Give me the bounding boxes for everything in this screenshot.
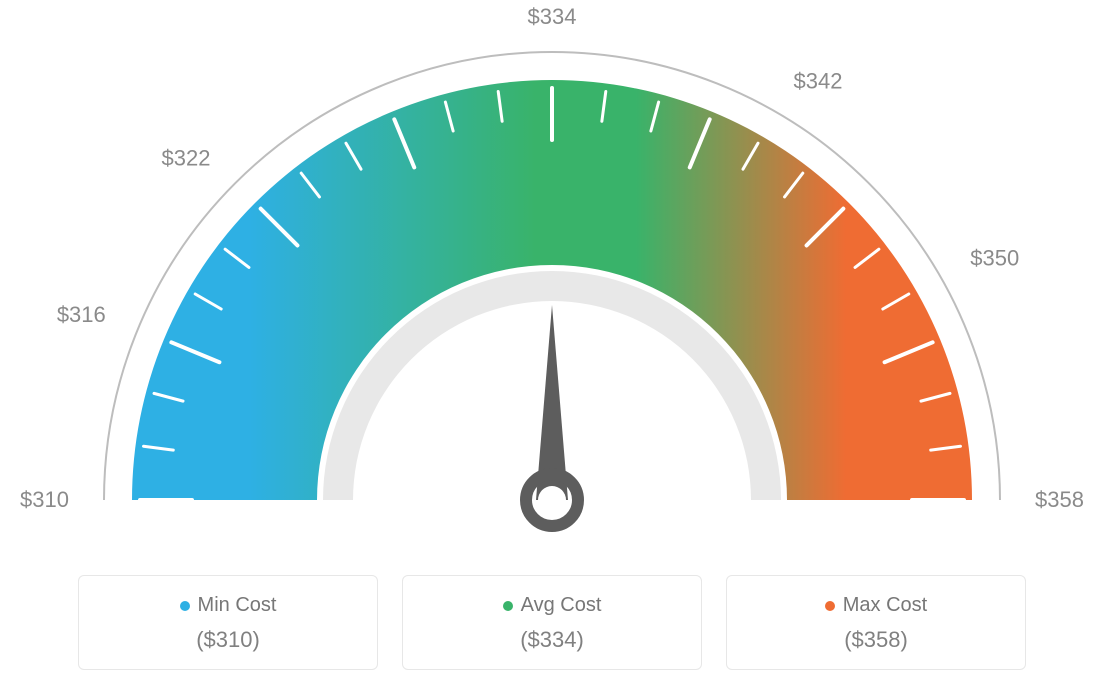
svg-text:$316: $316 bbox=[57, 302, 106, 327]
legend-card-max: Max Cost ($358) bbox=[726, 575, 1026, 670]
legend-value-max: ($358) bbox=[737, 627, 1015, 653]
svg-text:$310: $310 bbox=[20, 487, 69, 512]
dot-icon bbox=[503, 601, 513, 611]
legend-label-min: Min Cost bbox=[180, 594, 277, 617]
legend-label-avg: Avg Cost bbox=[503, 594, 602, 617]
legend-value-min: ($310) bbox=[89, 627, 367, 653]
legend-label-max: Max Cost bbox=[825, 594, 927, 617]
legend-row: Min Cost ($310) Avg Cost ($334) Max Cost… bbox=[0, 575, 1104, 670]
svg-text:$350: $350 bbox=[970, 246, 1019, 271]
svg-text:$334: $334 bbox=[528, 4, 577, 29]
svg-text:$358: $358 bbox=[1035, 487, 1084, 512]
legend-value-avg: ($334) bbox=[413, 627, 691, 653]
dot-icon bbox=[825, 601, 835, 611]
legend-label-text: Avg Cost bbox=[521, 594, 602, 617]
svg-text:$342: $342 bbox=[794, 69, 843, 94]
svg-text:$322: $322 bbox=[162, 145, 211, 170]
legend-card-min: Min Cost ($310) bbox=[78, 575, 378, 670]
legend-label-text: Min Cost bbox=[198, 594, 277, 617]
dot-icon bbox=[180, 601, 190, 611]
cost-gauge: $310 $316 $322 $334 $342 $350 $358 bbox=[0, 0, 1104, 560]
gauge-svg: $310 $316 $322 $334 $342 $350 $358 bbox=[0, 0, 1104, 560]
legend-card-avg: Avg Cost ($334) bbox=[402, 575, 702, 670]
legend-label-text: Max Cost bbox=[843, 594, 927, 617]
